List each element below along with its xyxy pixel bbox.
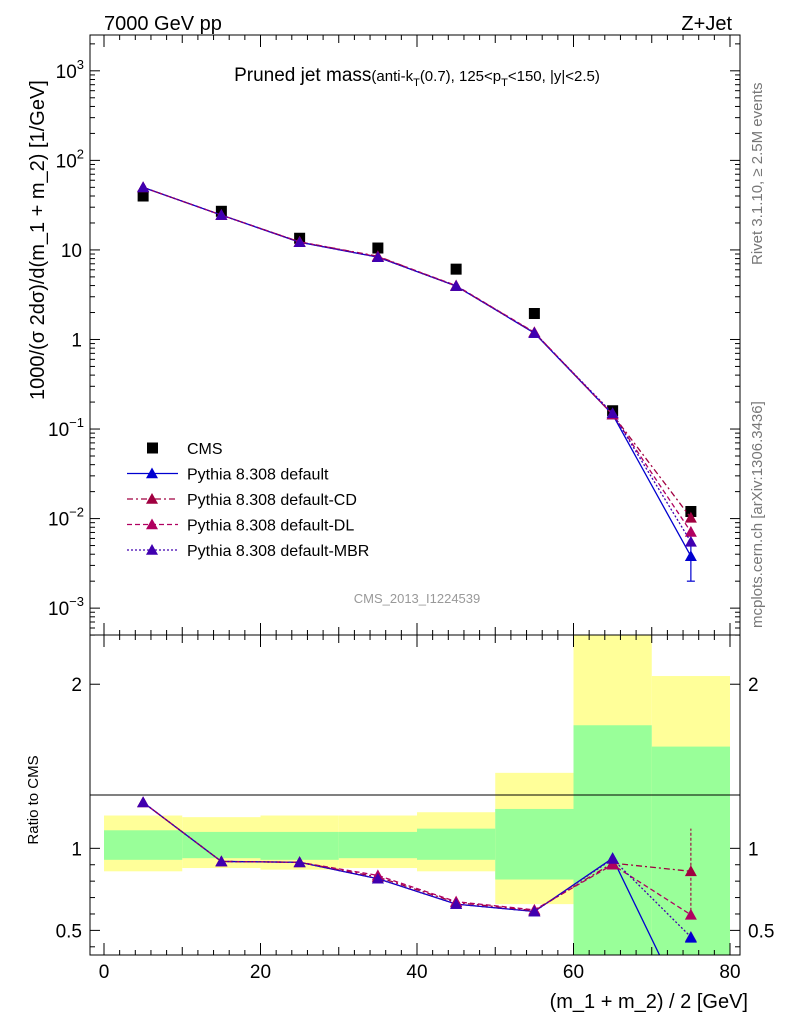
mc-marker [684, 525, 697, 537]
ratio-line [142, 801, 692, 938]
ratio-ytick-label-left: 0.5 [56, 921, 82, 942]
main-series [137, 181, 697, 582]
xtick-label: 20 [250, 962, 271, 983]
legend-marker [146, 467, 158, 479]
xtick-label: 80 [719, 962, 740, 983]
main-ylabel: 1000/(σ 2dσ)/d(m_1 + m_2) [1/GeV] [27, 80, 49, 400]
ratio-band-green [182, 831, 261, 859]
main-ytick-label: 1 [71, 330, 82, 351]
ratio-series-group [137, 796, 697, 955]
legend-marker [146, 544, 158, 555]
main-ytick-label: 10−1 [48, 415, 84, 441]
ratio-marker [293, 856, 306, 868]
ratio-band-green [495, 808, 574, 880]
ratio-marker [371, 872, 384, 884]
mc-marker [528, 327, 541, 338]
ratio-ytick-label-right: 2 [748, 675, 759, 696]
mc-marker [371, 251, 384, 262]
title-sub-b-idx: T [501, 77, 508, 89]
title-main: Pruned jet mass [234, 65, 371, 86]
mc-marker [137, 181, 150, 193]
ratio-ytick-label-left: 1 [71, 839, 82, 860]
mc-marker [450, 280, 463, 291]
ratio-marker-default-last [684, 931, 697, 943]
title-sub-a-idx: T [413, 77, 420, 89]
mc-marker [684, 535, 697, 547]
header-left: 7000 GeV pp [104, 13, 222, 35]
mc-marker [684, 511, 697, 523]
mc-marker [606, 407, 619, 419]
legend-label: Pythia 8.308 default [187, 467, 329, 484]
ratio-marker [606, 858, 619, 870]
ratio-band-green [573, 725, 652, 955]
mcplots-label: mcplots.cern.ch [arXiv:1306.3436] [749, 401, 766, 628]
legend-label: Pythia 8.308 default-DL [187, 518, 354, 535]
ratio-marker [606, 853, 619, 864]
legend-label: Pythia 8.308 default-MBR [187, 543, 369, 560]
side-labels: Rivet 3.1.10, ≥ 2.5M events mcplots.cern… [749, 83, 766, 629]
ratio-panel-frame [89, 634, 741, 956]
main-ytick-label: 103 [56, 57, 84, 83]
main-ytick-label: 10−3 [48, 594, 84, 620]
legend-marker [146, 518, 158, 530]
cms-data-point [685, 505, 697, 517]
xtick-label: 40 [406, 962, 427, 983]
main-ytick-label: 102 [56, 146, 84, 172]
ratio-line [142, 801, 692, 916]
ratio-band-green [338, 831, 417, 859]
rivet-label: Rivet 3.1.10, ≥ 2.5M events [749, 83, 766, 266]
ratio-band-green [104, 830, 183, 860]
legend: CMS Pythia 8.308 default Pythia 8.308 defa… [127, 441, 369, 560]
mc-marker [215, 209, 228, 220]
xtick-label: 60 [563, 962, 584, 983]
cms-data-point [372, 242, 384, 254]
title-sub-b: (0.7), 125<p [420, 68, 501, 85]
analysis-id: CMS_2013_I1224539 [354, 591, 481, 606]
ratio-ytick-label-left: 2 [71, 675, 82, 696]
title-sub-c: <150, |y|<2.5) [508, 68, 600, 85]
ratio-axes: 0.5 0.51 12 20 20 40 60 80 [56, 635, 774, 983]
main-title: Pruned jet mass(anti-kT(0.7), 125<pT<150… [234, 65, 600, 89]
title-sub-a: (anti-k [371, 68, 413, 85]
xtick-label: 0 [99, 962, 110, 983]
cms-data-point [528, 308, 540, 320]
ratio-marker [137, 796, 150, 808]
ratio-ytick-label-right: 1 [748, 839, 759, 860]
mc-line [142, 186, 692, 543]
ratio-band-green [417, 828, 496, 860]
main-ytick-label: 10 [61, 241, 82, 262]
ratio-marker [528, 905, 541, 917]
mc-marker [293, 236, 306, 247]
ratio-marker [684, 908, 697, 920]
ratio-marker [215, 855, 228, 867]
ratio-marker [450, 898, 463, 909]
cms-data-point [137, 190, 149, 202]
legend-label: CMS [187, 441, 223, 458]
ratio-line [142, 801, 691, 912]
ratio-ytick-label-right: 0.5 [748, 921, 774, 942]
ratio-band-green [651, 746, 730, 955]
legend-label: Pythia 8.308 default-CD [187, 492, 357, 509]
xlabel: (m_1 + m_2) / 2 [GeV] [550, 991, 748, 1013]
header-right: Z+Jet [681, 13, 732, 35]
ratio-band-green [260, 831, 339, 860]
ratio-marker [684, 865, 697, 877]
legend-marker [146, 493, 158, 504]
legend-marker-cms [147, 442, 158, 454]
ratio-ylabel: Ratio to CMS [25, 755, 42, 844]
ratio-series [137, 796, 697, 955]
cms-data-point [450, 263, 462, 275]
main-ytick-label: 10−2 [48, 505, 84, 531]
